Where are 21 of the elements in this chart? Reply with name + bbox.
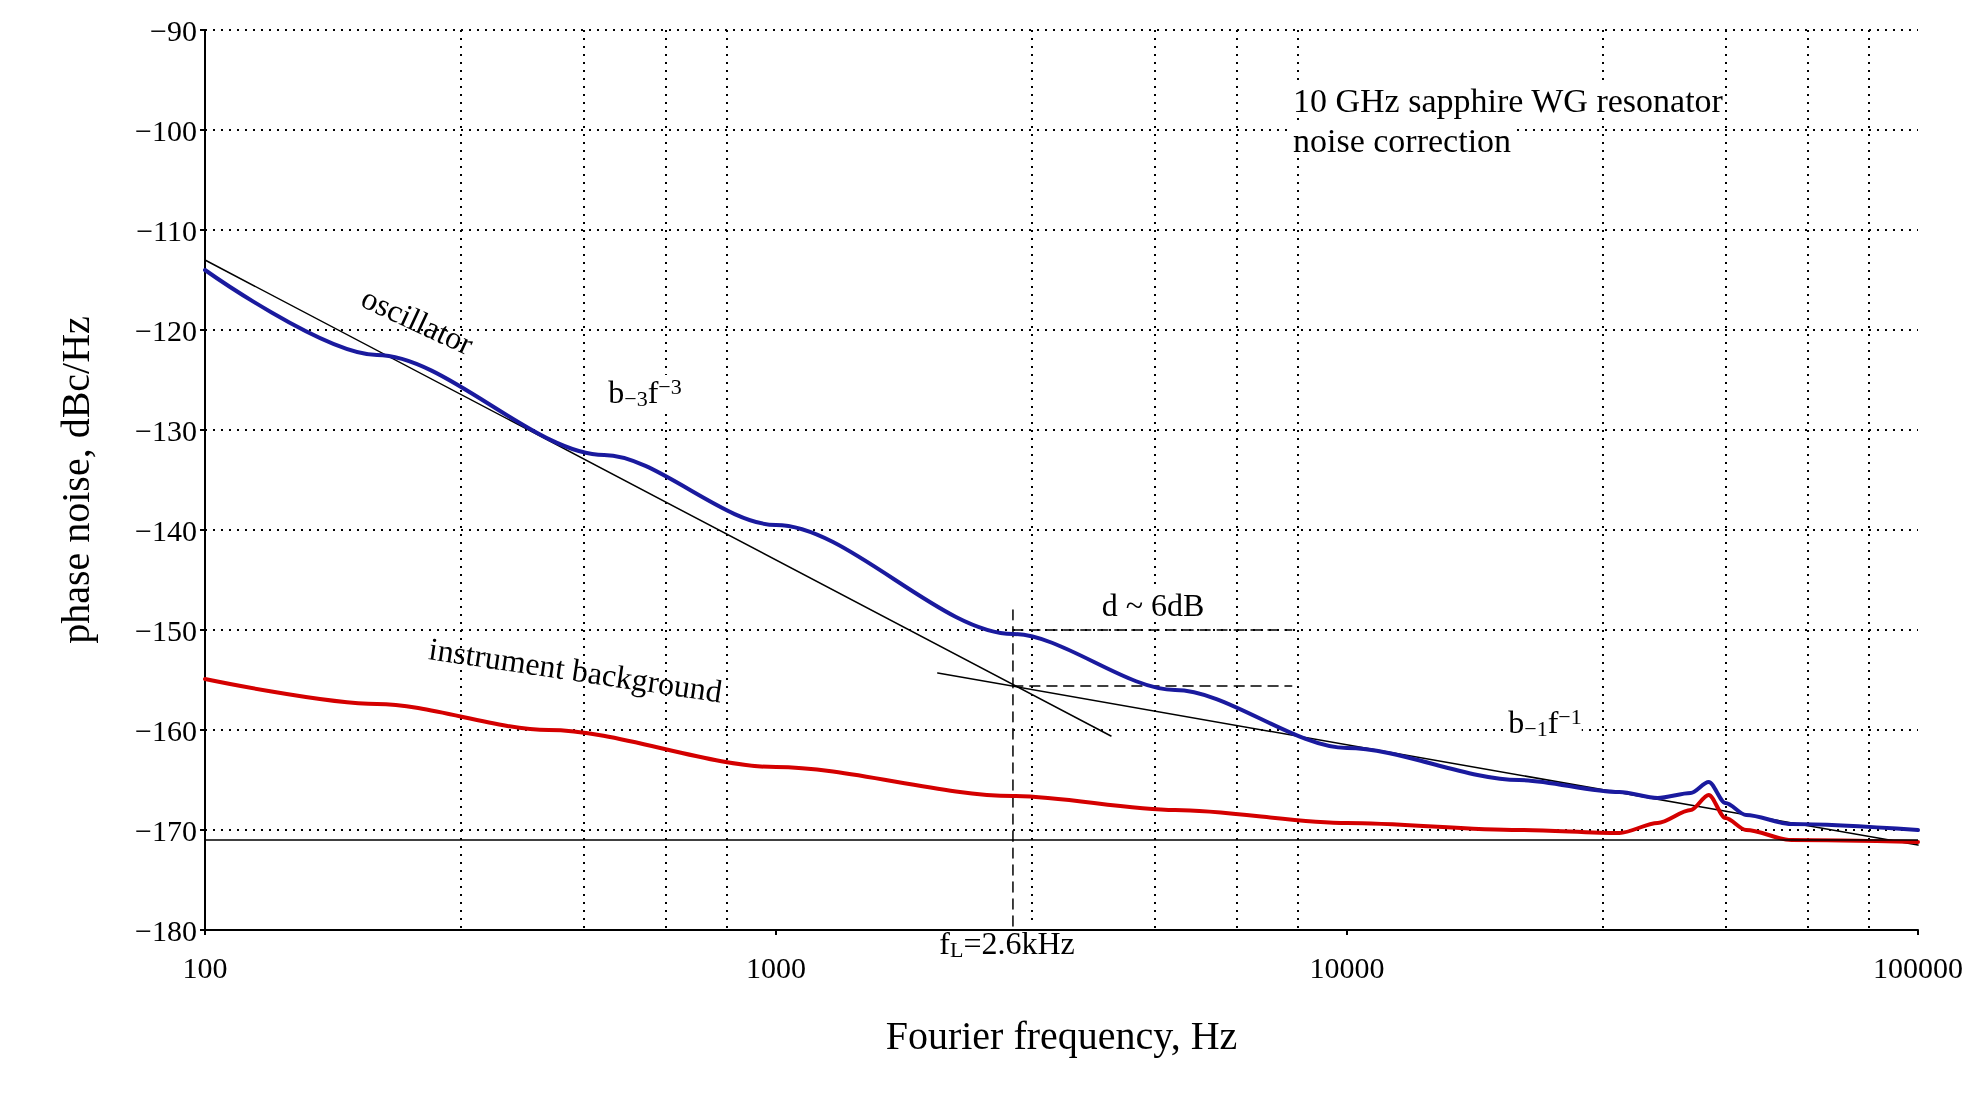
annotation: noise correction: [1293, 121, 1512, 159]
y-tick-label: −150: [135, 613, 197, 647]
annotation: 10 GHz sapphire WG resonator: [1293, 81, 1724, 119]
y-tick-label: −180: [135, 913, 197, 947]
x-tick-label: 100000: [1873, 950, 1963, 984]
y-tick-label: −90: [150, 13, 197, 47]
y-tick-label: −160: [135, 713, 197, 747]
x-tick-label: 100: [182, 950, 228, 984]
y-tick-label: −110: [136, 213, 197, 247]
x-tick-label: 10000: [1309, 950, 1385, 984]
x-axis-title: Fourier frequency, Hz: [885, 1012, 1238, 1058]
x-tick-label: 1000: [746, 950, 806, 984]
y-tick-label: −130: [135, 413, 197, 447]
y-tick-label: −140: [135, 513, 197, 547]
y-tick-label: −120: [135, 313, 197, 347]
annotation: d ~ 6dB: [1101, 587, 1205, 623]
y-tick-label: −170: [135, 813, 197, 847]
y-tick-label: −100: [135, 113, 197, 147]
y-axis-title: phase noise, dBc/Hz: [52, 316, 98, 644]
text: instrument background: [426, 630, 725, 710]
annotation: fL=2.6kHz: [939, 925, 1075, 962]
